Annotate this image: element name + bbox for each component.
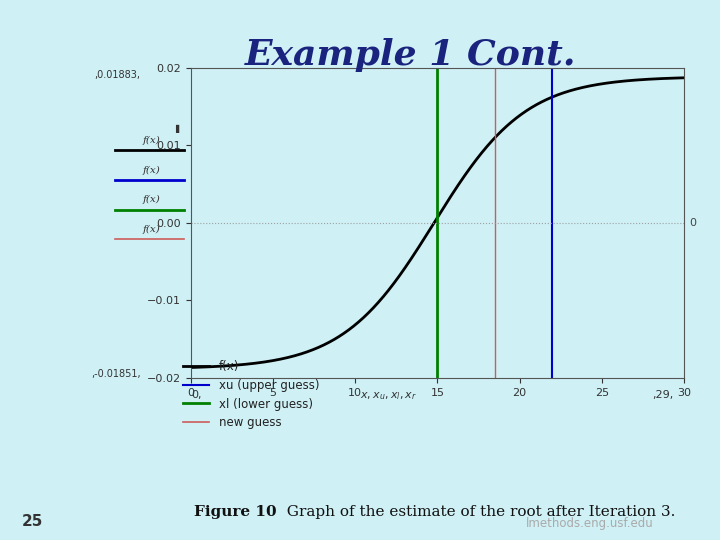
Text: f(x): f(x): [143, 195, 160, 204]
Text: Example 1 Cont.: Example 1 Cont.: [245, 38, 576, 72]
Text: ,29,: ,29,: [652, 390, 673, 400]
Text: f(x): f(x): [143, 136, 160, 145]
Text: lmethods.eng.usf.edu: lmethods.eng.usf.edu: [526, 516, 653, 530]
Text: ▌: ▌: [175, 124, 182, 133]
Text: $x, x_u, x_l, x_r$: $x, x_u, x_l, x_r$: [360, 390, 418, 402]
Text: 0: 0: [689, 218, 696, 228]
Text: f(x): f(x): [143, 166, 160, 174]
Text: 0,: 0,: [191, 390, 202, 400]
Text: 25: 25: [22, 515, 43, 530]
Text: Figure 10: Figure 10: [194, 505, 277, 519]
Text: ,-0.01851,: ,-0.01851,: [91, 369, 140, 379]
Text: f(x): f(x): [143, 225, 160, 234]
Text: ,0.01883,: ,0.01883,: [94, 70, 140, 79]
Text: Graph of the estimate of the root after Iteration 3.: Graph of the estimate of the root after …: [277, 505, 675, 519]
Legend: f(x), xu (upper guess), xl (lower guess), new guess: f(x), xu (upper guess), xl (lower guess)…: [179, 355, 324, 434]
